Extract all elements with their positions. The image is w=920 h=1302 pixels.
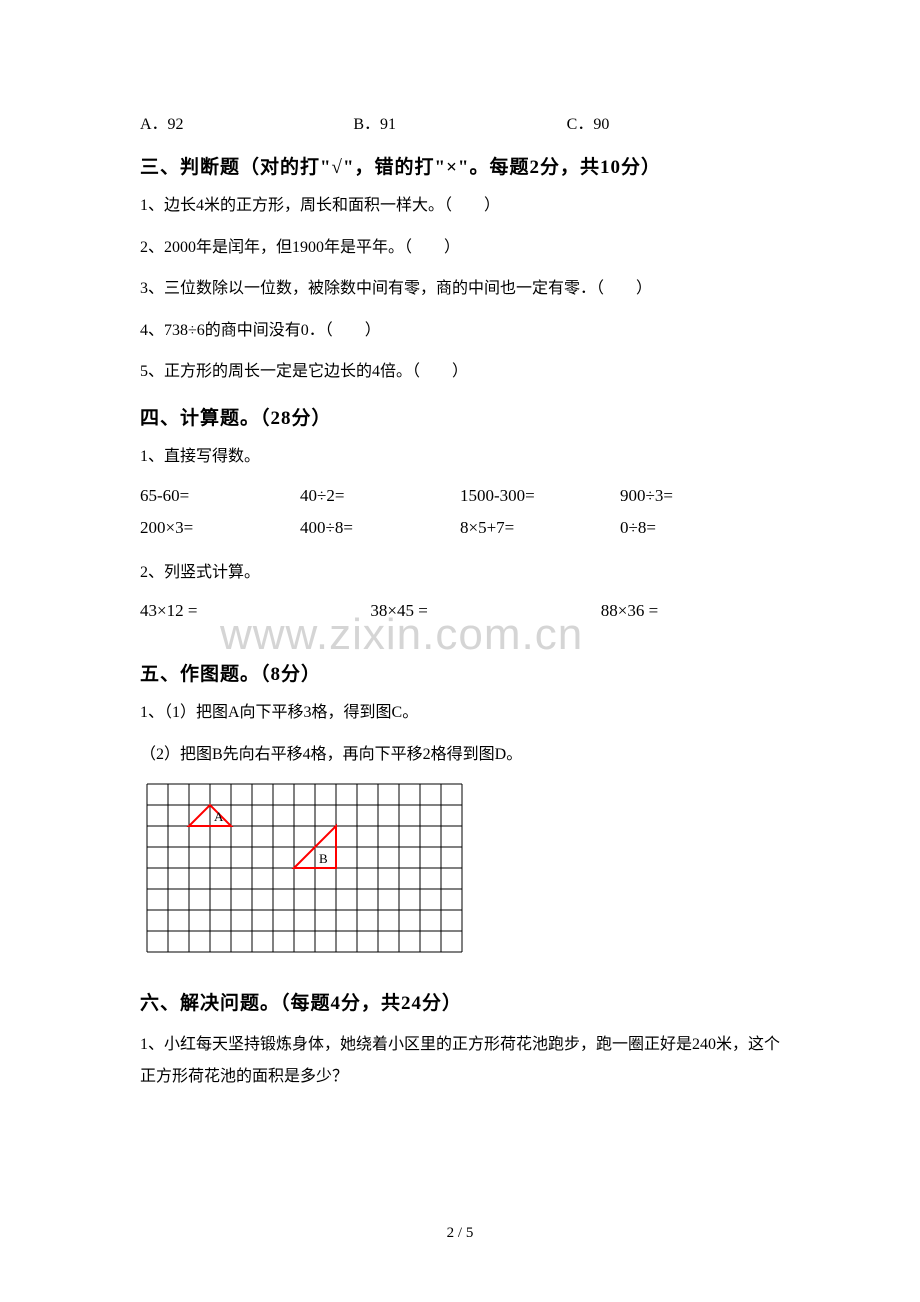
s3-q1: 1、边长4米的正方形，周长和面积一样大。（ ） (140, 193, 780, 219)
calc-cell: 8×5+7= (460, 518, 620, 538)
calc-cell: 400÷8= (300, 518, 460, 538)
calc-cell: 200×3= (140, 518, 300, 538)
vert-calc-row: 43×12 = 38×45 = 88×36 = (140, 601, 780, 621)
calc-cell: 0÷8= (620, 518, 780, 538)
calc-cell: 65-60= (140, 486, 300, 506)
section5-title: 五、作图题。（8分） (140, 659, 780, 686)
mc-options-row: A．92 B．91 C．90 (140, 110, 780, 134)
grid-svg: AB (146, 783, 463, 953)
s3-q3: 3、三位数除以一位数，被除数中间有零，商的中间也一定有零．（ ） (140, 276, 780, 302)
calc-cell: 1500-300= (460, 486, 620, 506)
section3-title: 三、判断题（对的打"√"，错的打"×"。每题2分，共10分） (140, 152, 780, 179)
svg-text:A: A (214, 809, 224, 824)
mc-option-c: C．90 (567, 110, 780, 134)
s4-sub2: 2、列竖式计算。 (140, 560, 780, 586)
calc-grid: 65-60= 40÷2= 1500-300= 900÷3= 200×3= 400… (140, 486, 780, 550)
svg-text:B: B (319, 851, 328, 866)
mc-option-a: A．92 (140, 110, 353, 134)
s3-q4: 4、738÷6的商中间没有0．（ ） (140, 318, 780, 344)
calc-cell: 900÷3= (620, 486, 780, 506)
vert-calc-cell: 88×36 = (601, 601, 780, 621)
s6-q1: 1、小红每天坚持锻炼身体，她绕着小区里的正方形荷花池跑步，跑一圈正好是240米，… (140, 1029, 780, 1093)
s5-q1: 1、（1）把图A向下平移3格，得到图C。 (140, 700, 780, 726)
vert-calc-cell: 38×45 = (370, 601, 600, 621)
translation-grid-diagram: AB (146, 783, 780, 958)
s3-q2: 2、2000年是闰年，但1900年是平年。（ ） (140, 235, 780, 261)
page-number: 2 / 5 (0, 1225, 920, 1242)
s3-q5: 5、正方形的周长一定是它边长的4倍。（ ） (140, 359, 780, 385)
s5-q2: （2）把图B先向右平移4格，再向下平移2格得到图D。 (140, 742, 780, 768)
calc-cell: 40÷2= (300, 486, 460, 506)
section6-title: 六、解决问题。（每题4分，共24分） (140, 988, 780, 1015)
s4-sub1: 1、直接写得数。 (140, 444, 780, 470)
vert-calc-cell: 43×12 = (140, 601, 370, 621)
section4-title: 四、计算题。（28分） (140, 403, 780, 430)
mc-option-b: B．91 (353, 110, 566, 134)
